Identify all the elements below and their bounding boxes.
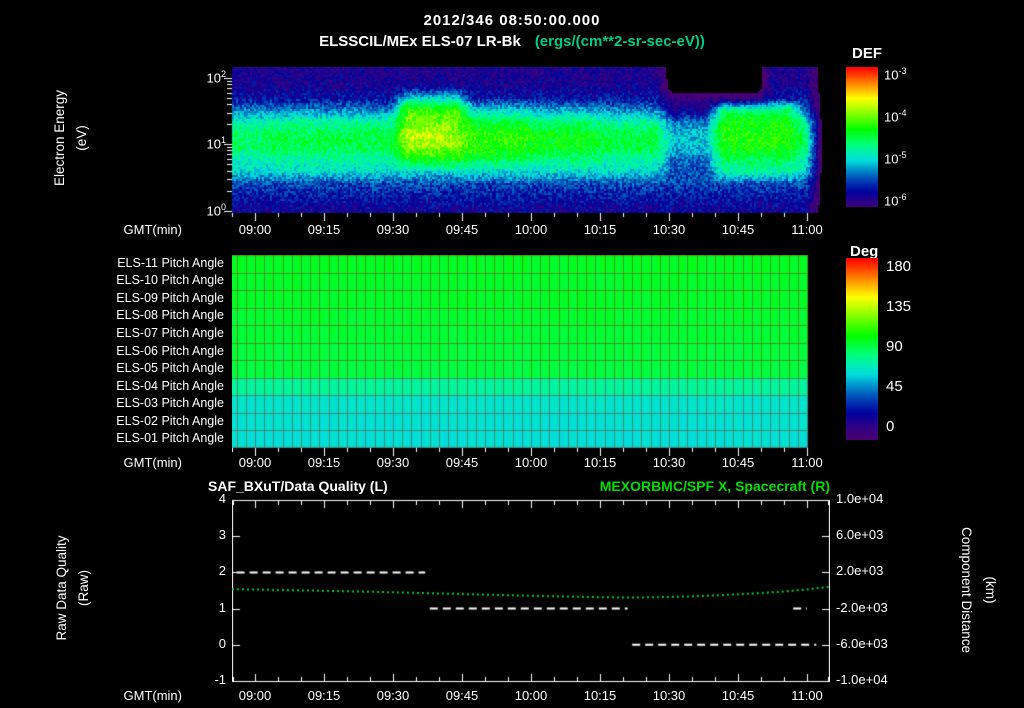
pitch-row-label: ELS-11 Pitch Angle	[117, 255, 224, 270]
distance-tick-label: 2.0e+03	[836, 563, 884, 579]
component-distance-axis-unit: (km)	[983, 576, 998, 604]
time-tick-label: 10:30	[652, 455, 686, 470]
quality-distance-chart	[232, 497, 830, 689]
energy-tick-label: 101	[190, 135, 226, 151]
energy-tick-label: 102	[190, 69, 226, 85]
time-tick-label: 09:00	[238, 455, 272, 470]
time-tick-label: 09:15	[307, 222, 341, 237]
def-tick-exp: -4	[898, 108, 907, 119]
time-tick-label: 10:00	[514, 222, 548, 237]
energy-axis-unit: (eV)	[74, 125, 89, 151]
pitch-row-label: ELS-06 Pitch Angle	[116, 343, 224, 358]
distance-tick-label: -6.0e+03	[836, 635, 888, 651]
units-label: (ergs/(cm**2-sr-sec-eV))	[534, 33, 705, 50]
energy-tick-exp: 2	[220, 69, 226, 79]
energy-tick-label: 100	[190, 202, 226, 218]
energy-tick-exp: 0	[220, 202, 226, 212]
pitch-row-label: ELS-02 Pitch Angle	[116, 413, 224, 428]
pitch-angle-panel	[232, 255, 830, 456]
time-tick-label: 09:00	[238, 222, 272, 237]
energy-axis-label: Electron Energy	[52, 89, 67, 187]
energy-tick-base: 10	[206, 203, 221, 219]
time-tick-label: 10:00	[514, 455, 548, 470]
def-tick-base: 10	[884, 109, 899, 125]
deg-colorbar-label: Deg	[850, 243, 879, 260]
distance-tick-label: 6.0e+03	[836, 527, 884, 543]
deg-tick-label: 90	[886, 337, 903, 355]
time-tick-label: 10:15	[583, 222, 617, 237]
time-tick-label: 10:45	[721, 688, 755, 703]
component-distance-axis-label: Component Distance	[959, 526, 974, 654]
deg-tick-label: 180	[886, 257, 912, 275]
deg-tick-label: 45	[886, 377, 903, 395]
spectrogram-title: ELSSCIL/MEx ELS-07 LR-Bk (ergs/(cm**2-sr-…	[0, 33, 1024, 50]
time-tick-label: 10:30	[652, 222, 686, 237]
time-tick-label: 10:45	[721, 455, 755, 470]
time-tick-label: 09:15	[307, 455, 341, 470]
energy-tick-exp: 1	[220, 135, 226, 145]
pitch-row-label: ELS-01 Pitch Angle	[116, 431, 224, 446]
electron-energy-spectrogram	[224, 67, 830, 221]
raw-quality-axis-unit: (Raw)	[76, 570, 91, 606]
bottom-right-title: MEXORBMC/SPF X, Spacecraft (R)	[599, 478, 830, 494]
pitch-row-label: ELS-07 Pitch Angle	[116, 325, 224, 340]
bottom-left-title: SAF_BXuT/Data Quality (L)	[208, 478, 388, 494]
def-tick-label: 10-4	[884, 108, 958, 124]
def-tick-exp: -6	[898, 191, 907, 202]
time-tick-label: 10:30	[652, 688, 686, 703]
energy-tick-base: 10	[206, 136, 221, 152]
time-tick-label: 09:30	[376, 455, 410, 470]
time-tick-label: 10:00	[514, 688, 548, 703]
raw-quality-axis-label: Raw Data Quality	[54, 535, 69, 641]
def-tick-base: 10	[884, 193, 899, 209]
time-tick-label: 10:15	[583, 455, 617, 470]
time-tick-label: 11:00	[791, 222, 823, 237]
def-tick-exp: -3	[898, 66, 907, 77]
raw-quality-tick-label: 0	[218, 635, 226, 651]
instrument-title: ELSSCIL/MEx ELS-07 LR-Bk	[319, 33, 521, 50]
time-tick-label: 09:30	[376, 688, 410, 703]
raw-quality-tick-label: 4	[218, 491, 226, 506]
pitch-row-label: ELS-10 Pitch Angle	[116, 273, 224, 288]
deg-tick-label: 135	[886, 297, 912, 315]
time-tick-label: 09:45	[445, 688, 479, 703]
date-title: 2012/346 08:50:00.000	[423, 12, 601, 29]
def-tick-label: 10-3	[884, 66, 958, 82]
gmt-axis-label: GMT(min)	[123, 688, 183, 703]
time-tick-label: 09:15	[307, 688, 341, 703]
pitch-row-label: ELS-03 Pitch Angle	[116, 396, 224, 411]
gmt-axis-label: GMT(min)	[123, 222, 183, 237]
time-tick-label: 10:45	[721, 222, 755, 237]
def-tick-base: 10	[884, 151, 899, 167]
energy-tick-base: 10	[206, 70, 221, 86]
gmt-axis-label: GMT(min)	[123, 455, 183, 470]
def-tick-base: 10	[884, 67, 899, 83]
time-tick-label: 11:00	[791, 455, 823, 470]
deg-colorbar	[846, 258, 878, 440]
raw-quality-tick-label: 2	[218, 563, 226, 579]
def-tick-label: 10-5	[884, 150, 958, 166]
def-tick-label: 10-6	[884, 192, 958, 208]
raw-quality-tick-label: 3	[218, 527, 226, 543]
distance-tick-label: -2.0e+03	[836, 599, 888, 615]
time-tick-label: 10:15	[583, 688, 617, 703]
def-colorbar	[846, 67, 878, 207]
time-tick-label: 09:45	[445, 455, 479, 470]
pitch-row-label: ELS-09 Pitch Angle	[116, 290, 224, 305]
distance-tick-label: 1.0e+04	[836, 491, 884, 506]
raw-quality-tick-label: -1	[214, 672, 226, 687]
time-tick-label: 09:30	[376, 222, 410, 237]
time-tick-label: 11:00	[791, 688, 823, 703]
pitch-row-label: ELS-04 Pitch Angle	[116, 378, 224, 393]
raw-quality-tick-label: 1	[218, 599, 226, 615]
deg-tick-label: 0	[886, 417, 895, 435]
pitch-row-label: ELS-08 Pitch Angle	[116, 308, 224, 323]
time-tick-label: 09:00	[238, 688, 272, 703]
def-tick-exp: -5	[898, 149, 907, 160]
time-tick-label: 09:45	[445, 222, 479, 237]
distance-tick-label: -1.0e+04	[836, 672, 888, 687]
def-colorbar-label: DEF	[852, 45, 882, 62]
pitch-row-label: ELS-05 Pitch Angle	[116, 361, 224, 376]
